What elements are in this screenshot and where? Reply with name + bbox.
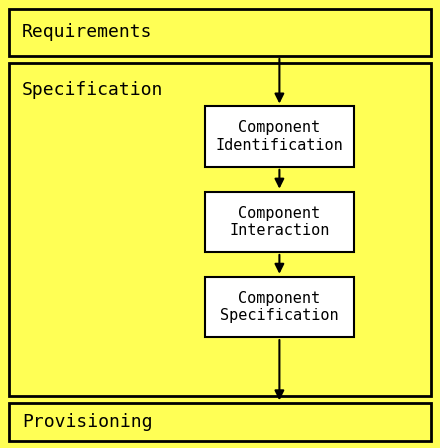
Text: Component
Interaction: Component Interaction	[229, 206, 330, 238]
Bar	[205, 276, 354, 337]
Text: Component
Identification: Component Identification	[216, 121, 343, 153]
Text: Provisioning: Provisioning	[22, 413, 153, 431]
Text: Requirements: Requirements	[22, 23, 153, 42]
Bar	[9, 403, 431, 441]
Bar	[9, 9, 431, 56]
Bar	[205, 107, 354, 167]
Bar	[205, 192, 354, 252]
Text: Specification: Specification	[22, 81, 163, 99]
Text: Component
Specification: Component Specification	[220, 291, 339, 323]
Bar	[9, 63, 431, 396]
